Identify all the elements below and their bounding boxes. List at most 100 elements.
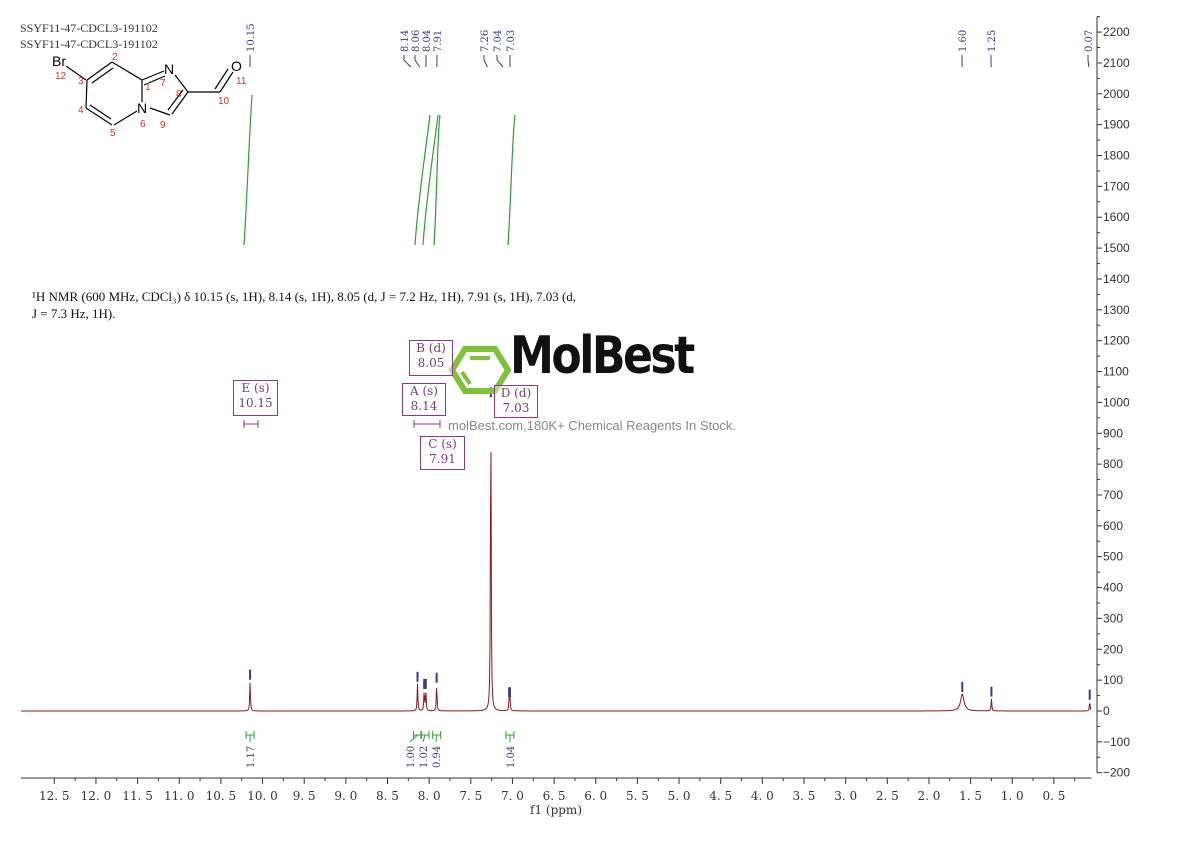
x-tick-label: 6. 5	[543, 789, 566, 803]
multiplet-shift: 8.14	[410, 399, 438, 413]
x-tick-label: 3. 0	[834, 789, 857, 803]
x-tick-label: 1. 0	[1001, 789, 1024, 803]
y-tick-label: 2000	[1103, 87, 1130, 101]
y-tick-label: 1200	[1103, 334, 1130, 348]
integral-bracket	[432, 731, 442, 743]
integral-bracket	[245, 731, 255, 743]
y-tick-label: 300	[1103, 611, 1123, 625]
x-tick-label: 8. 0	[418, 789, 441, 803]
multiplet-label: A (s)	[409, 384, 438, 398]
peak-label-leader	[403, 55, 412, 68]
y-tick-label: 1900	[1103, 118, 1130, 132]
integral-value: 1.04	[506, 746, 517, 768]
spectrum-title-2: SSYF11-47-CDCL3-191102	[20, 37, 158, 51]
y-tick-label: 200	[1103, 642, 1123, 656]
atom-number: 6	[140, 119, 146, 130]
peak-label: 0.07	[1084, 30, 1095, 52]
integral-value: 1.00	[406, 746, 417, 768]
integral-curve	[422, 114, 439, 246]
integral-bracket	[409, 731, 422, 743]
multiplet-box-c[interactable]: C (s) 7.91	[420, 436, 465, 470]
x-tick-label: 0. 5	[1042, 789, 1065, 803]
y-tick-label: 2200	[1103, 25, 1130, 39]
x-tick-label: 11. 5	[122, 789, 153, 803]
integral-curve	[243, 94, 253, 246]
y-tick-label: 1100	[1103, 365, 1129, 379]
integral-bracket	[420, 731, 430, 743]
y-tick-label: 900	[1103, 426, 1123, 440]
y-tick-label: 700	[1103, 488, 1123, 502]
x-tick-label: 5. 0	[668, 789, 691, 803]
y-tick-label: 100	[1103, 673, 1123, 687]
integral-bracket	[505, 731, 515, 743]
atom-br: Br	[52, 53, 66, 69]
integral-value: 1.17	[246, 746, 257, 768]
x-tick-label: 12. 0	[81, 789, 112, 803]
y-tick-label: 1400	[1103, 272, 1130, 286]
integral-value: 1.02	[419, 746, 430, 768]
y-tick-label: 1600	[1103, 210, 1130, 224]
x-tick-label: 4. 0	[751, 789, 774, 803]
multiplet-label: D (d)	[500, 386, 532, 400]
peak-label-leader	[496, 55, 504, 68]
multiplet-box-b[interactable]: B (d) 8.05	[409, 340, 453, 376]
atom-number: 3	[78, 76, 84, 87]
multiplet-box-e[interactable]: E (s) 10.15	[233, 380, 278, 416]
peak-label-leader	[1087, 55, 1090, 68]
y-tick-label: 800	[1103, 457, 1123, 471]
y-tick-label: 1300	[1103, 303, 1130, 317]
atom-number: 4	[78, 105, 84, 116]
peak-label: 7.26	[480, 30, 491, 52]
atom-number: 10	[218, 96, 230, 107]
peak-label: 7.91	[433, 30, 444, 52]
multiplet-range-bar	[243, 420, 259, 428]
y-tick-label: 1000	[1103, 395, 1130, 409]
y-tick-label: −200	[1103, 766, 1130, 780]
atom-n7: N	[164, 61, 174, 77]
atom-number: 9	[160, 120, 166, 131]
x-axis-label: f1 (ppm)	[530, 803, 582, 817]
peak-label: 10.15	[246, 23, 257, 52]
atom-number: 12	[55, 71, 67, 82]
x-tick-label: 2. 5	[876, 789, 899, 803]
integral-value: 0.94	[432, 746, 443, 768]
multiplet-range-bar	[413, 420, 441, 428]
x-tick-label: 6. 0	[584, 789, 607, 803]
y-tick-label: 500	[1103, 550, 1123, 564]
peak-label: 1.25	[987, 30, 998, 52]
x-tick-label: 7. 0	[501, 789, 524, 803]
integral-curve	[414, 114, 431, 246]
multiplet-box-a[interactable]: A (s) 8.14	[402, 383, 446, 416]
multiplet-shift: 8.05	[417, 356, 445, 370]
description-line-2: J = 7.3 Hz, 1H).	[32, 306, 116, 321]
integral-curve	[433, 114, 441, 246]
y-tick-label: 1500	[1103, 241, 1130, 255]
multiplet-shift: 7.91	[429, 452, 456, 466]
atom-o: O	[231, 58, 242, 74]
multiplet-label: C (s)	[428, 437, 457, 451]
peak-label: 7.04	[493, 30, 504, 52]
atom-number: 2	[112, 52, 118, 63]
y-tick-label: 1700	[1103, 179, 1130, 193]
x-tick-label: 4. 5	[709, 789, 732, 803]
x-tick-label: 2. 0	[917, 789, 940, 803]
x-tick-label: 5. 5	[626, 789, 649, 803]
y-tick-label: 400	[1103, 581, 1123, 595]
peak-label: 1.60	[958, 30, 969, 52]
x-tick-label: 11. 0	[164, 789, 195, 803]
integral-curve	[507, 114, 516, 246]
y-tick-label: 600	[1103, 519, 1123, 533]
multiplet-label: E (s)	[241, 381, 270, 395]
multiplet-box-d[interactable]: D (d) 7.03	[494, 385, 538, 418]
x-tick-label: 9. 5	[293, 789, 316, 803]
watermark-logo: MolBest	[510, 326, 695, 386]
x-tick-label: 1. 5	[959, 789, 982, 803]
x-tick-label: 7. 5	[459, 789, 482, 803]
spectrum-title-1: SSYF11-47-CDCL3-191102	[20, 21, 158, 35]
x-tick-label: 10. 5	[206, 789, 237, 803]
peak-label: 7.03	[506, 30, 517, 52]
peak-label-leader	[414, 55, 420, 68]
multiplet-shift: 10.15	[238, 396, 273, 410]
peak-label: 8.14	[400, 30, 411, 52]
y-tick-label: 2100	[1103, 56, 1130, 70]
